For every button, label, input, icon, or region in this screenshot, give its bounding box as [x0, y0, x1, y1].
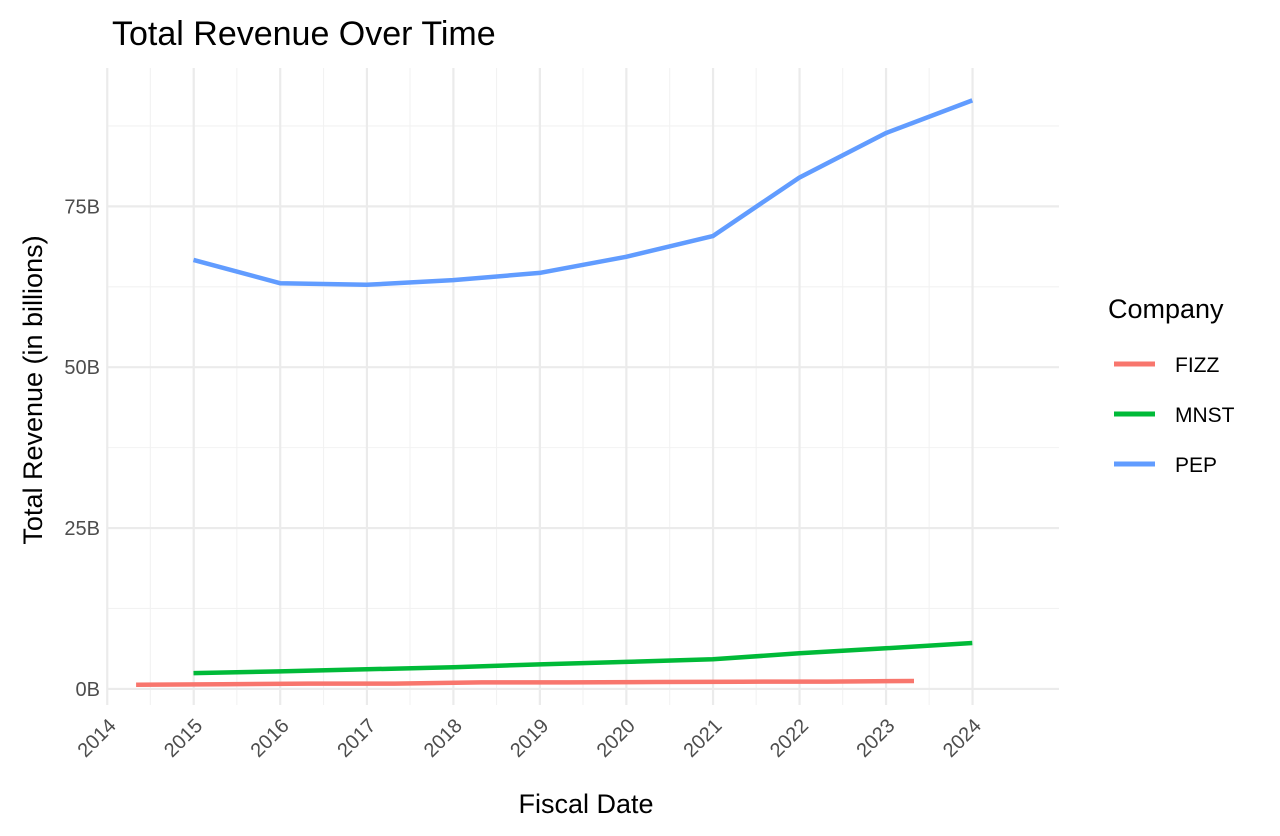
x-tick-label: 2024: [939, 715, 986, 762]
series-lines: [136, 98, 974, 688]
series-line-pep: [192, 98, 974, 288]
x-tick-label: 2017: [333, 715, 380, 762]
y-tick-label: 25B: [64, 518, 100, 540]
chart-title: Total Revenue Over Time: [112, 15, 496, 53]
y-axis-title: Total Revenue (in billions): [18, 235, 48, 544]
major-grid: [106, 68, 1059, 705]
x-axis-title: Fiscal Date: [518, 789, 653, 819]
x-tick-label: 2015: [160, 715, 207, 762]
legend-label-pep: PEP: [1175, 454, 1217, 477]
x-tick-label: 2021: [679, 715, 726, 762]
x-tick-label: 2023: [852, 715, 899, 762]
x-tick-label: 2022: [766, 715, 813, 762]
x-tick-label: 2018: [420, 715, 467, 762]
minor-grid: [107, 68, 1059, 705]
y-tick-label: 75B: [64, 196, 100, 218]
x-tick-label: 2016: [247, 715, 294, 762]
legend-title: Company: [1108, 294, 1224, 324]
x-tick-label: 2014: [74, 715, 121, 762]
y-axis-ticks: 0B 25B 50B 75B: [64, 196, 100, 701]
x-tick-label: 2019: [506, 715, 553, 762]
legend: Company FIZZ MNST PEP: [1108, 294, 1235, 477]
x-axis-ticks: 2014 2015 2016 2017 2018 2019 2020 2021 2022 2023…: [74, 715, 986, 762]
legend-label-mnst: MNST: [1175, 404, 1235, 427]
y-tick-label: 50B: [64, 357, 100, 379]
series-line-mnst: [193, 640, 973, 676]
y-tick-label: 0B: [76, 679, 100, 701]
legend-label-fizz: FIZZ: [1175, 354, 1219, 377]
x-tick-label: 2020: [593, 715, 640, 762]
series-line-fizz: [136, 678, 915, 688]
